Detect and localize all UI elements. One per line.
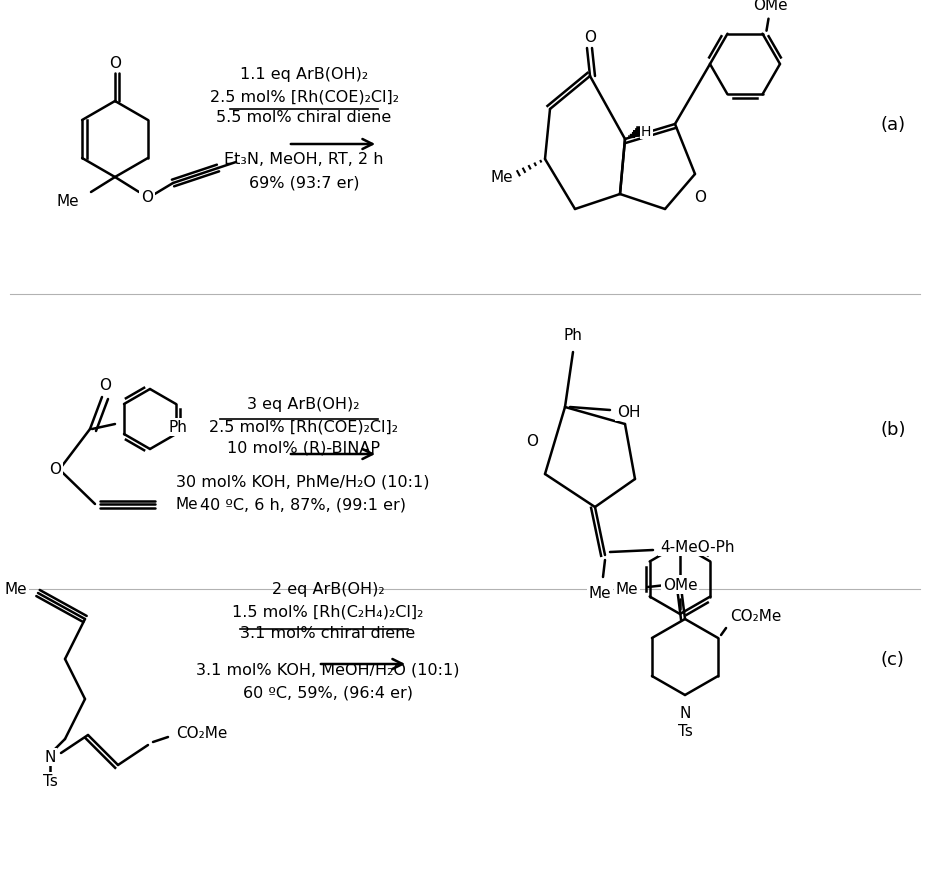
Text: O: O — [49, 462, 61, 477]
Text: 69% (93:7 er): 69% (93:7 er) — [248, 176, 359, 191]
Text: (b): (b) — [880, 421, 906, 438]
Text: O: O — [99, 378, 111, 393]
Text: 3 eq ArB(OH)₂: 3 eq ArB(OH)₂ — [246, 397, 359, 412]
Text: 3.1 mol% KOH, MeOH/H₂O (10:1): 3.1 mol% KOH, MeOH/H₂O (10:1) — [196, 662, 459, 677]
Text: CO₂Me: CO₂Me — [176, 726, 227, 741]
Text: H: H — [641, 125, 651, 139]
Text: Ts: Ts — [43, 774, 58, 788]
Text: Me: Me — [57, 194, 79, 209]
Text: 40 ºC, 6 h, 87%, (99:1 er): 40 ºC, 6 h, 87%, (99:1 er) — [200, 497, 406, 512]
Text: OH: OH — [617, 405, 641, 420]
Text: Ts: Ts — [678, 723, 693, 738]
Text: O: O — [141, 191, 153, 205]
Text: 30 mol% KOH, PhMe/H₂O (10:1): 30 mol% KOH, PhMe/H₂O (10:1) — [177, 474, 430, 489]
Text: O: O — [526, 434, 538, 449]
Text: OMe: OMe — [663, 578, 698, 593]
Text: O: O — [584, 30, 596, 45]
Text: 1.1 eq ArB(OH)₂: 1.1 eq ArB(OH)₂ — [240, 68, 368, 83]
Text: O: O — [694, 190, 706, 205]
Text: Ph: Ph — [564, 327, 582, 342]
Text: Ph: Ph — [168, 420, 187, 435]
Text: CO₂Me: CO₂Me — [730, 608, 781, 623]
Text: Me: Me — [616, 582, 638, 597]
Text: OMe: OMe — [753, 0, 788, 12]
Text: (c): (c) — [880, 651, 904, 668]
Text: 3.1 mol% chiral diene: 3.1 mol% chiral diene — [240, 626, 416, 641]
Text: Et₃N, MeOH, RT, 2 h: Et₃N, MeOH, RT, 2 h — [224, 152, 384, 168]
Text: Me: Me — [589, 586, 611, 601]
Text: O: O — [109, 56, 121, 71]
Text: 2.5 mol% [Rh(COE)₂Cl]₂: 2.5 mol% [Rh(COE)₂Cl]₂ — [208, 419, 397, 434]
Text: 1.5 mol% [Rh(C₂H₄)₂Cl]₂: 1.5 mol% [Rh(C₂H₄)₂Cl]₂ — [232, 604, 424, 619]
Text: 2 eq ArB(OH)₂: 2 eq ArB(OH)₂ — [272, 582, 384, 597]
Text: 60 ºC, 59%, (96:4 er): 60 ºC, 59%, (96:4 er) — [243, 685, 413, 700]
Text: Me: Me — [5, 582, 27, 597]
Text: Me: Me — [175, 497, 197, 512]
Text: 5.5 mol% chiral diene: 5.5 mol% chiral diene — [217, 111, 392, 126]
Text: 2.5 mol% [Rh(COE)₂Cl]₂: 2.5 mol% [Rh(COE)₂Cl]₂ — [209, 90, 398, 104]
Text: Me: Me — [490, 170, 513, 185]
Text: (a): (a) — [880, 116, 905, 133]
Text: 10 mol% (R)-BINAP: 10 mol% (R)-BINAP — [227, 440, 379, 455]
Text: N: N — [679, 705, 691, 720]
Text: N: N — [45, 750, 56, 765]
Text: 4-MeO-Ph: 4-MeO-Ph — [660, 540, 735, 555]
